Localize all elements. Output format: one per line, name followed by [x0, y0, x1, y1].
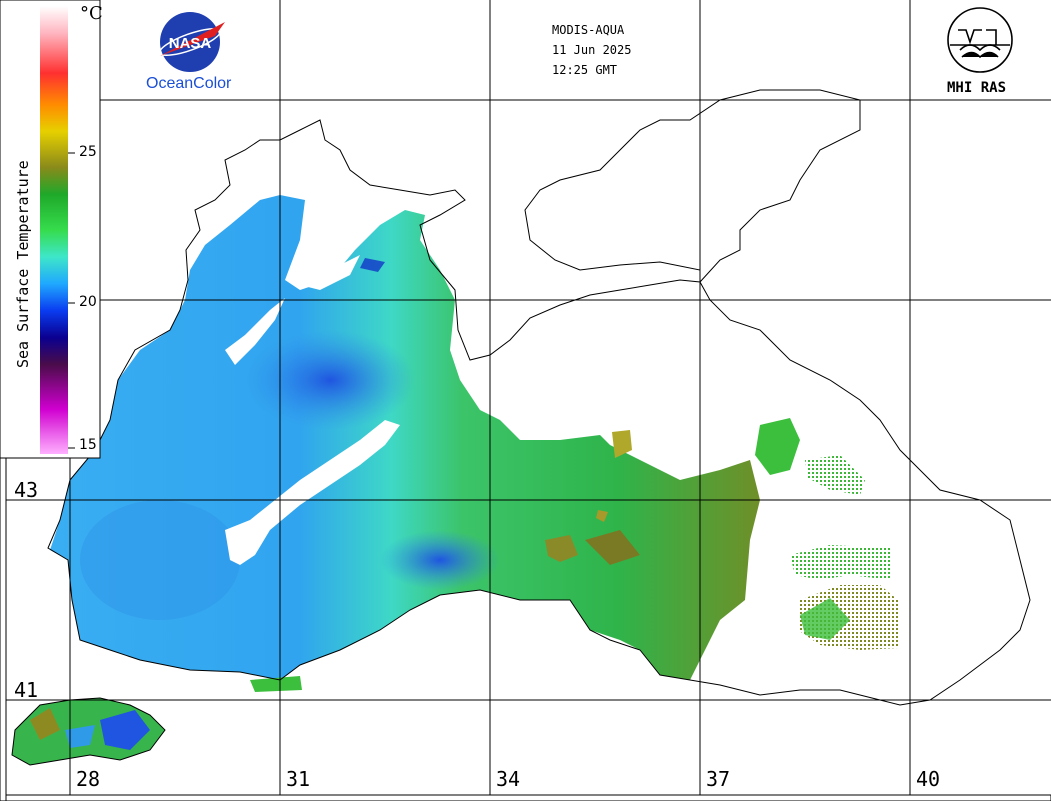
- oceancolor-caption: OceanColor: [146, 75, 232, 92]
- colorbar-title: Sea Surface Temperature: [14, 160, 32, 368]
- sensor-label: MODIS-AQUA: [552, 23, 625, 37]
- lon-label-28: 28: [76, 767, 101, 791]
- colorbar-unit: °C: [80, 3, 103, 24]
- lon-label-40: 40: [916, 767, 941, 791]
- nasa-logo: NASA: [159, 12, 225, 72]
- lon-label-34: 34: [496, 767, 521, 791]
- date-label: 11 Jun 2025: [552, 43, 632, 57]
- mhi-caption: MHI RAS: [947, 80, 1007, 96]
- colorbar-tick-20: 20: [79, 294, 97, 310]
- lon-label-37: 37: [706, 767, 731, 791]
- colorbar-tick-25: 25: [79, 144, 97, 160]
- time-label: 12:25 GMT: [552, 63, 618, 77]
- colorbar-tick-15: 15: [79, 437, 97, 453]
- mhi-logo: [947, 7, 1013, 73]
- lat-label-41: 41: [14, 678, 39, 702]
- colorbar-gradient: [40, 6, 68, 454]
- lon-label-31: 31: [286, 767, 311, 791]
- lat-label-43: 43: [14, 478, 39, 502]
- colorbar: [0, 0, 101, 459]
- svg-text:NASA: NASA: [169, 35, 212, 52]
- sst-field: [12, 195, 898, 765]
